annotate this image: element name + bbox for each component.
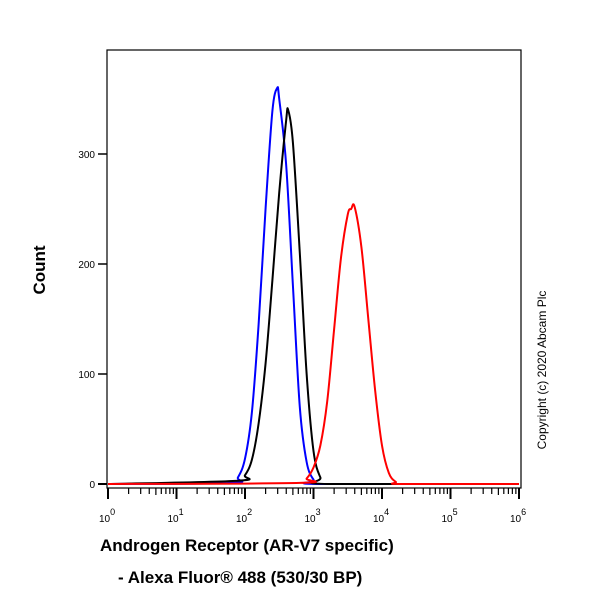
x-axis-label-line2: - Alexa Fluor® 488 (530/30 BP) (118, 568, 362, 587)
y-axis-label: Count (30, 245, 49, 294)
y-tick-label: 300 (78, 150, 95, 161)
x-tick-label: 102 (236, 507, 252, 525)
x-tick-base: 10 (442, 514, 454, 525)
x-tick-base: 10 (510, 514, 522, 525)
x-tick-exponent: 1 (179, 507, 184, 517)
x-tick-label: 103 (305, 507, 321, 525)
x-tick-exponent: 5 (453, 507, 458, 517)
series-line-3 (107, 203, 519, 485)
x-tick-exponent: 0 (110, 507, 115, 517)
x-tick-exponent: 6 (521, 507, 526, 517)
x-tick-label: 104 (373, 507, 389, 525)
x-tick-exponent: 4 (384, 507, 389, 517)
y-tick-label: 100 (78, 370, 95, 381)
series-line-1 (107, 86, 519, 486)
x-tick-exponent: 2 (247, 507, 252, 517)
copyright-annotation: Copyright (c) 2020 Abcam Plc (535, 291, 549, 450)
x-tick-label: 100 (99, 507, 115, 525)
y-axis: 0 100 200 300 (78, 150, 107, 491)
x-tick-label: 105 (442, 507, 458, 525)
x-tick-label: 106 (510, 507, 526, 525)
y-tick-label: 0 (89, 480, 95, 491)
x-axis-label-line1: Androgen Receptor (AR-V7 specific) (100, 536, 394, 555)
x-tick-base: 10 (373, 514, 385, 525)
x-tick-label: 101 (168, 507, 184, 525)
y-tick-label: 200 (78, 260, 95, 271)
x-tick-base: 10 (99, 514, 111, 525)
series-group (107, 86, 519, 486)
x-tick-exponent: 3 (316, 507, 321, 517)
series-line-2 (107, 107, 519, 486)
x-tick-base: 10 (305, 514, 317, 525)
x-tick-base: 10 (236, 514, 248, 525)
x-tick-base: 10 (168, 514, 180, 525)
plot-frame (106, 49, 522, 489)
